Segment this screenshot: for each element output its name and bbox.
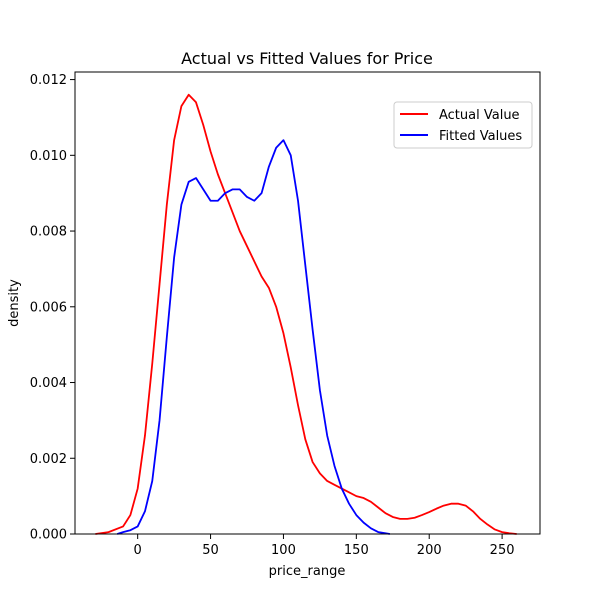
- x-tick-label: 0: [134, 543, 142, 558]
- y-tick-label: 0.008: [30, 225, 67, 240]
- y-tick-label: 0.000: [30, 528, 67, 543]
- x-tick-label: 250: [490, 543, 515, 558]
- y-axis-label: density: [7, 279, 22, 327]
- y-tick-label: 0.004: [30, 376, 67, 391]
- legend-label-actual: Actual Value: [439, 108, 520, 123]
- series-group: [95, 93, 517, 535]
- series-line-actual: [95, 93, 517, 535]
- y-tick-label: 0.012: [30, 73, 67, 88]
- legend-label-fitted: Fitted Values: [439, 129, 522, 144]
- x-axis: 0 50 100 150 200 250: [134, 534, 515, 558]
- plot-frame: [74, 71, 541, 535]
- x-tick-label: 100: [271, 543, 296, 558]
- legend-box: [393, 101, 533, 149]
- series-line-fitted: [116, 139, 391, 535]
- chart-title: Actual vs Fitted Values for Price: [181, 49, 433, 68]
- x-tick-label: 150: [344, 543, 369, 558]
- y-axis: 0.000 0.002 0.004 0.006 0.008 0.010 0.012: [30, 73, 75, 543]
- legend: Actual Value Fitted Values: [393, 101, 533, 149]
- y-tick-label: 0.002: [30, 452, 67, 467]
- x-axis-label: price_range: [269, 564, 346, 579]
- y-tick-label: 0.006: [30, 300, 67, 315]
- x-tick-label: 50: [202, 543, 219, 558]
- y-tick-label: 0.010: [30, 149, 67, 164]
- x-tick-label: 200: [417, 543, 442, 558]
